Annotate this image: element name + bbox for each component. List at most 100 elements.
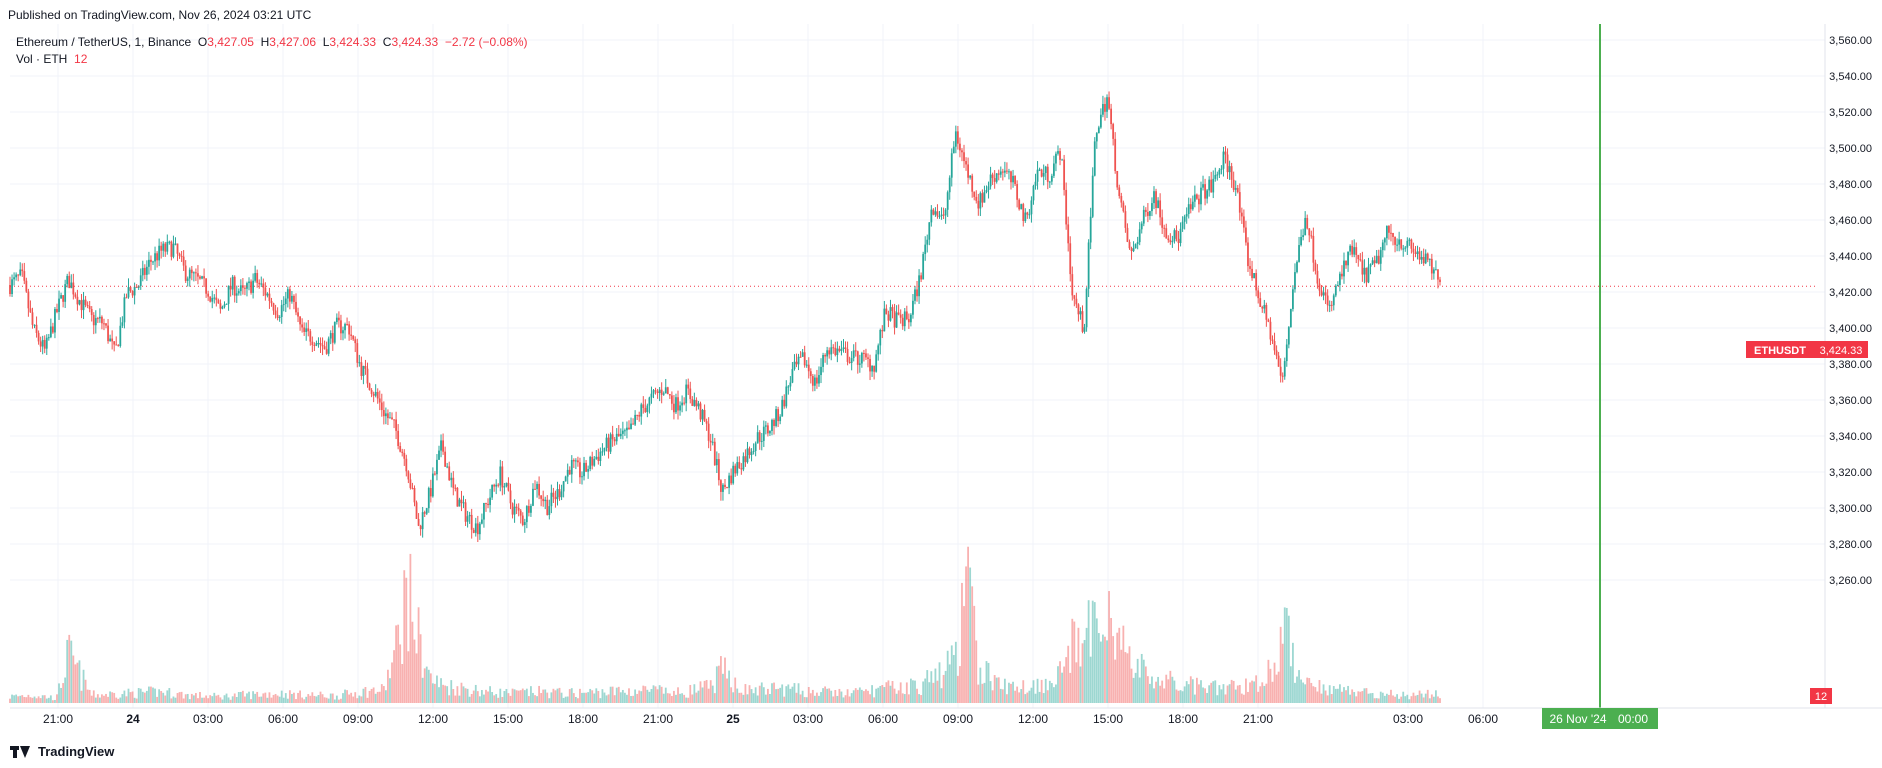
volume-bar [1126,653,1129,703]
volume-bar [43,695,46,703]
volume-bar [90,695,93,703]
candle-body [170,241,173,257]
candle-body [1077,304,1080,315]
candle-body [54,309,56,333]
candle-body [579,462,581,478]
volume-bar [744,684,747,703]
volume-bar [1359,691,1362,703]
volume-bar [999,688,1002,703]
tradingview-logo[interactable]: TradingView [10,744,114,759]
volume-bar [983,682,986,703]
candle-body [1210,179,1213,193]
candle-body [1287,327,1290,345]
volume-bar [301,697,304,703]
candle-body [1318,283,1321,291]
candle-body [315,343,318,346]
x-tick-label: 03:00 [193,712,223,726]
y-tick-label: 3,260.00 [1829,575,1872,587]
volume-bar [1279,626,1282,703]
volume-bar [1273,662,1276,703]
volume-bar [464,688,467,703]
volume-bar [431,683,434,703]
candle-body [458,499,461,507]
candle-body [244,287,246,289]
candle-body [1365,267,1368,283]
candle-body [816,377,818,384]
candle-body [813,377,816,386]
volume-bar [1181,691,1184,703]
candle-body [1055,153,1057,164]
volume-bar [1261,682,1264,703]
volume-bar [152,687,154,703]
volume-bar [278,696,281,703]
volume-bar [47,697,50,703]
candle-body [119,325,122,346]
candle-body [1022,204,1025,222]
candle-body [863,352,865,354]
candle-body [922,254,925,280]
volume-bar [399,644,402,703]
candle-body [1292,289,1294,310]
volume-bar [197,698,199,703]
volume-bar [828,688,831,703]
candle-body [1001,171,1004,173]
candle-body [1120,196,1123,203]
volume-bar [1214,680,1217,703]
candle-body [807,364,810,372]
candle-body [599,451,602,461]
volume-bar [387,669,389,703]
candle-body [148,259,150,267]
candle-body [329,333,332,339]
candle-body [605,437,608,448]
volume-bar [1275,674,1278,703]
candle-body [90,309,93,315]
volume-label[interactable]: Vol · ETH [16,52,68,66]
candle-body [37,332,40,342]
candle-body [636,414,639,416]
candle-body [33,324,36,326]
volume-bar [1222,684,1225,703]
candle-body [483,503,485,520]
candle-body [687,384,690,389]
candle-body [391,417,393,420]
volume-bar [732,692,735,703]
volume-bar [103,695,105,703]
plot-area[interactable] [10,24,1825,708]
volume-bar [1200,680,1202,703]
volume-bar [288,690,291,703]
volume-bar [1220,689,1223,703]
volume-bar [803,697,806,703]
candle-body [135,286,138,288]
x-tick-label: 18:00 [568,712,598,726]
candle-body [509,490,512,504]
volume-bar [1267,659,1270,703]
candle-body [1261,306,1264,309]
candle-body [581,476,583,478]
volume-bar [1061,672,1063,703]
volume-bar [1050,683,1053,703]
candle-body [39,341,42,347]
candle-body [973,191,976,197]
candle-body [1232,179,1235,190]
volume-bar [374,693,377,703]
volume-bar [1185,681,1188,703]
volume-bar [1351,689,1354,703]
candle-body [86,304,89,307]
volume-bar [636,693,639,703]
volume-bar [1388,694,1390,703]
crosshair-time-label: 26 Nov '24 00:00 [1542,708,1658,729]
candle-body [542,498,545,502]
volume-bar [587,692,590,703]
candle-body [954,131,957,147]
volume-bar [338,699,340,703]
candle-body [1392,232,1394,237]
volume-bar [350,692,353,703]
candle-body [1073,295,1076,299]
volume-bar [1020,689,1023,703]
volume-bar [1044,678,1047,703]
symbol-title[interactable]: Ethereum / TetherUS, 1, Binance [16,35,192,49]
candle-body [879,329,882,346]
candle-body [225,303,228,305]
volume-bar [1432,696,1435,703]
